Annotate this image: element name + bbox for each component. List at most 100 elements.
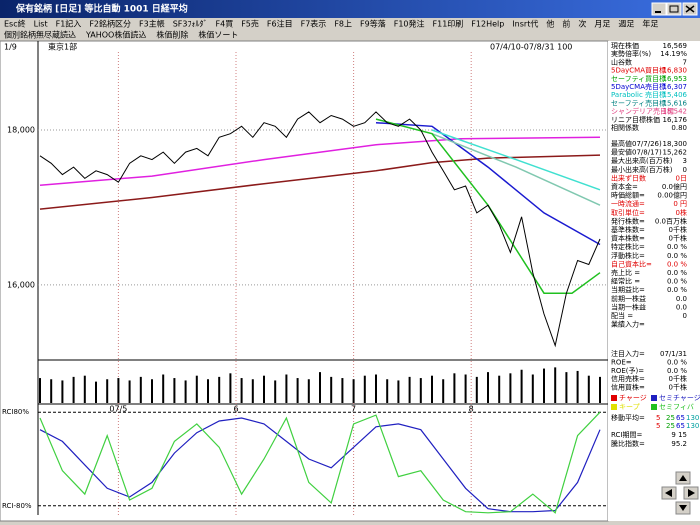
menu-item[interactable]: F6注目 [267,19,293,29]
toolbar-item[interactable]: YAHOO株価読込 [85,30,146,40]
info-value: 14.19% [660,50,687,58]
info-label: 注目入力= [611,349,645,358]
left-arrow [665,489,672,497]
info-value: 16,569 [663,42,688,50]
info-value: 0 円 [673,200,687,208]
menu-item[interactable]: Insrt代 [512,19,538,29]
menu-item[interactable]: F1記入 [56,19,82,29]
menu-item[interactable]: 週足 [618,20,634,29]
price-line [431,129,601,191]
info-label: 一時流通= [611,199,645,208]
volume-bar [375,374,377,403]
info-label: 浮動株比= [611,251,645,260]
info-value: 0千株 [669,374,687,383]
info-label: 騰比指数= [611,439,645,448]
info-value: 0.0 [676,303,687,311]
price-line [375,121,601,246]
info-value: 15,542 [663,108,688,116]
info-value: 15,616 [663,99,688,107]
price-line [431,133,601,206]
volume-bar [453,373,456,403]
info-value: 0.0 % [667,278,687,286]
close-icon [685,5,695,13]
menu-item[interactable]: F12Help [471,20,504,29]
volume-bar [509,373,512,403]
x-tick-label: 07/5 [109,405,127,414]
volume-bar [207,379,209,403]
info-value: 9 15 [671,431,687,439]
ma-label: 移動平均= [611,413,645,422]
info-value: 0.0 % [667,358,687,366]
info-value: 0.0億円 [662,182,687,191]
ma-period: 5 [656,422,660,430]
volume-bar [576,370,579,403]
info-value: 0 [683,166,687,174]
toolbar-item[interactable]: 株価削除 [156,30,188,40]
volume-bar [363,375,366,403]
scroll-buttons[interactable] [661,471,699,515]
volume-bar [386,379,389,403]
menu-item[interactable]: 年足 [642,19,658,29]
ma-period: 130 [686,414,699,422]
price-line [39,136,601,186]
menu-item[interactable]: F7表示 [301,19,327,29]
info-value: 0 [683,312,687,320]
info-label: 5DayCMA買目標 [611,66,666,75]
volume-bar [520,369,523,403]
window-buttons[interactable] [651,2,698,16]
menu-item[interactable]: F3主帳 [139,19,165,29]
maximize-button[interactable] [666,2,682,16]
maximize-icon [669,5,679,13]
x-tick-label: 8 [469,405,474,414]
menu-item[interactable]: List [34,20,48,29]
volume-bar [39,378,41,403]
info-panel [608,41,700,521]
info-value: 0.80 [671,124,687,132]
info-value: 0.00億円 [657,191,687,200]
info-label: リニア目標株価 [611,115,660,124]
ma-period: 25 [666,422,675,430]
toolbar-item[interactable]: 個別銘柄無尽蔵読込 [4,30,76,40]
menu-item[interactable]: F8上 [334,20,352,29]
menu-item[interactable]: Esc終 [4,19,26,29]
info-value: 16,830 [663,67,688,75]
y-tick-label: 16,000 [7,280,35,289]
info-label: 5DayCMA売目標 [611,82,666,91]
volume-bar [218,376,221,403]
info-label: 最高値07/7/26) [611,139,662,148]
menu-item[interactable]: F9等落 [360,19,386,29]
info-value: 0.0 [676,295,687,303]
toolbar-item[interactable]: 株価ソート [198,30,238,40]
menu-item[interactable]: 他 [546,19,554,29]
volume-bar [464,374,467,403]
menu-item[interactable]: F5売 [241,19,259,29]
info-label: 現在株価 [611,41,639,50]
menu-item[interactable]: SF3ﾌｫﾙﾀﾞ [173,20,208,29]
volume-bar [554,367,557,403]
menu-item[interactable]: F2銘柄区分 [89,19,131,29]
menu-item[interactable]: F10発注 [394,19,425,29]
menu-item[interactable]: 月足 [594,20,610,29]
menu-item[interactable]: 前 [562,19,570,29]
info-label: 最大出来高(百万株) [611,156,673,165]
legend-swatch [611,395,617,401]
minimize-button[interactable] [651,2,667,16]
info-label: 出来ず日数 [611,173,646,182]
volume-bar [498,375,501,403]
menu-item[interactable]: 次 [578,19,586,29]
date-range: 07/4/10-07/8/31 100 [490,43,572,52]
volume-bar [543,368,545,403]
info-label: 資本金= [611,182,638,191]
info-value: 0.0 % [667,243,687,251]
info-value: 15,406 [663,91,688,99]
volume-bar [587,375,590,403]
info-label: 山谷数 [611,57,632,66]
menu-item[interactable]: F4買 [216,20,234,29]
menu-bar: Esc終 List F1記入 F2銘柄区分 F3主帳 SF3ﾌｫﾙﾀﾞ F4買 F5売 F6注目… [4,19,658,29]
volume-bar [442,379,445,403]
volume-bar [128,380,131,403]
menu-item[interactable]: F11印刷 [433,20,464,29]
info-label: セーフティ買目標 [611,74,666,83]
info-value: 16,307 [663,83,688,91]
